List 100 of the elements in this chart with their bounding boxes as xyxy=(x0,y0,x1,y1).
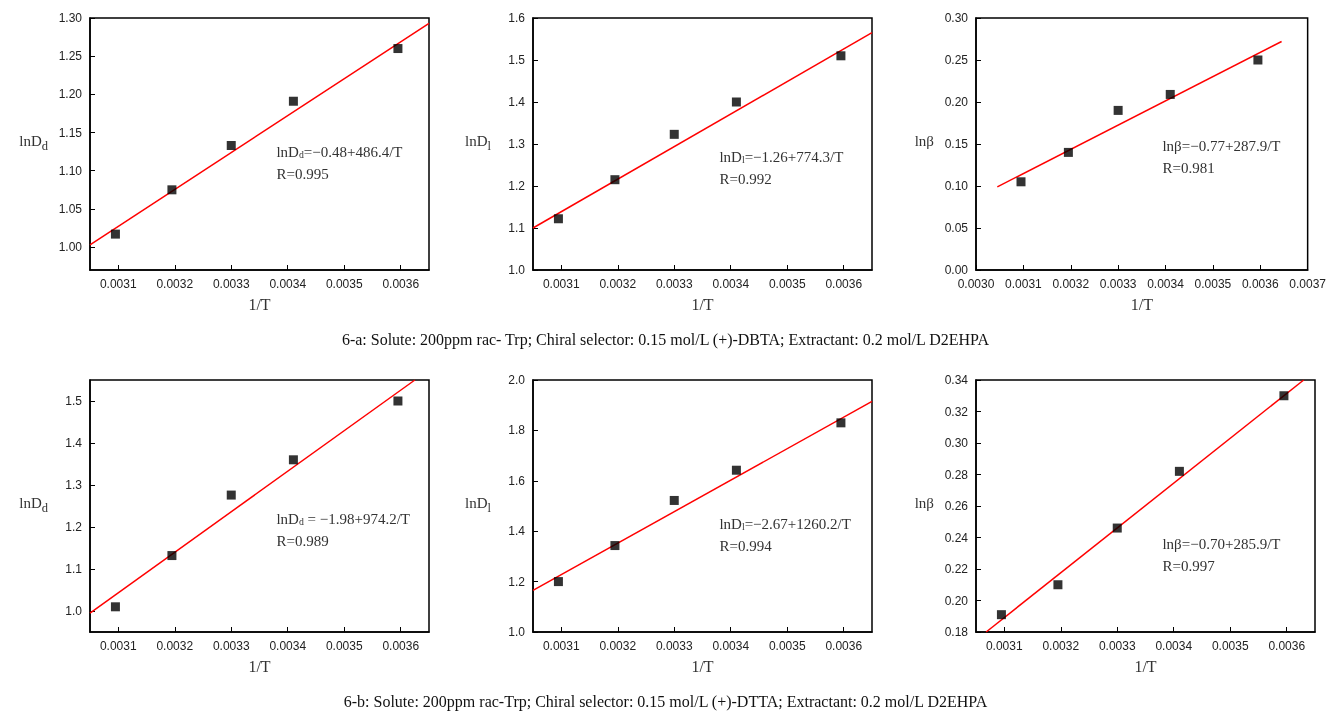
point xyxy=(1063,147,1073,157)
point xyxy=(553,214,563,224)
annotation: R=0.994 xyxy=(719,537,773,554)
y-tick-label: 1.8 xyxy=(508,423,526,438)
x-tick-label: 0.0036 xyxy=(825,639,863,653)
x-tick-label: 0.0035 xyxy=(325,277,363,291)
point xyxy=(110,229,120,239)
y-axis-title: lnβ xyxy=(914,495,934,512)
y-tick-label: 1.0 xyxy=(508,625,526,639)
y-axis-title: lnβ xyxy=(914,133,934,150)
x-tick-label: 0.0030 xyxy=(957,277,995,291)
x-tick-label: 0.0036 xyxy=(382,277,420,291)
y-tick-label: 0.30 xyxy=(944,436,969,450)
x-tick-label: 0.0037 xyxy=(1289,277,1327,291)
x-axis-title: 1/T xyxy=(691,295,714,313)
x-tick-label: 0.0036 xyxy=(1241,277,1279,291)
y-tick-label: 1.30 xyxy=(58,11,83,25)
y-axis-title: lnD$_{d}$ xyxy=(19,495,48,516)
x-axis-title: 1/T xyxy=(691,657,714,675)
x-axis-title: 1/T xyxy=(248,657,271,675)
point xyxy=(1053,580,1063,590)
point xyxy=(226,490,236,500)
y-tick-label: 0.15 xyxy=(944,137,969,151)
y-tick-label: 1.5 xyxy=(65,394,83,408)
y-tick-label: 1.3 xyxy=(65,478,83,492)
y-tick-label: 1.5 xyxy=(508,53,526,67)
annotation: R=0.997 xyxy=(1162,557,1216,574)
x-axis-title: 1/T xyxy=(1130,295,1154,313)
y-tick-label: 1.25 xyxy=(58,49,83,64)
y-tick-label: 0.32 xyxy=(944,404,969,419)
point xyxy=(553,577,563,587)
point xyxy=(110,602,120,612)
y-tick-label: 1.2 xyxy=(65,520,83,534)
point xyxy=(288,96,298,106)
y-tick-label: 0.25 xyxy=(944,53,969,67)
y-tick-label: 0.30 xyxy=(944,11,969,25)
point xyxy=(393,396,403,406)
annotation: R=0.992 xyxy=(719,170,772,187)
x-tick-label: 0.0032 xyxy=(1052,277,1090,291)
annotation: R=0.995 xyxy=(276,165,329,182)
y-axis-title: lnD$_{l}$ xyxy=(465,495,491,516)
y-tick-label: 0.10 xyxy=(944,179,969,193)
point xyxy=(1253,55,1263,65)
x-tick-label: 0.0033 xyxy=(1099,277,1137,291)
x-tick-label: 0.0034 xyxy=(712,277,750,291)
y-tick-label: 0.28 xyxy=(944,467,969,482)
point xyxy=(610,541,620,551)
point xyxy=(669,495,679,505)
x-tick-label: 0.0032 xyxy=(1042,639,1080,653)
point xyxy=(996,610,1006,620)
x-tick-label: 0.0031 xyxy=(985,639,1023,653)
y-tick-label: 0.05 xyxy=(944,221,969,235)
y-tick-label: 1.1 xyxy=(508,221,526,235)
y-tick-label: 1.2 xyxy=(508,574,526,589)
point xyxy=(226,141,236,151)
x-tick-label: 0.0031 xyxy=(99,639,137,653)
x-tick-label: 0.0034 xyxy=(1147,277,1185,291)
x-tick-label: 0.0032 xyxy=(599,639,637,653)
y-tick-label: 0.24 xyxy=(944,530,969,545)
point xyxy=(1279,391,1289,401)
x-tick-label: 0.0033 xyxy=(655,639,693,653)
y-tick-label: 2.0 xyxy=(508,373,526,387)
x-tick-label: 0.0034 xyxy=(269,639,307,653)
y-tick-label: 0.20 xyxy=(944,593,969,608)
y-tick-label: 0.00 xyxy=(944,263,969,277)
x-tick-label: 0.0035 xyxy=(325,639,363,653)
x-tick-label: 0.0033 xyxy=(655,277,693,291)
x-tick-label: 0.0032 xyxy=(599,277,637,291)
y-tick-label: 1.10 xyxy=(58,163,83,178)
x-tick-label: 0.0031 xyxy=(542,639,580,653)
y-tick-label: 1.20 xyxy=(58,87,83,102)
point xyxy=(1174,466,1184,476)
point xyxy=(288,455,298,465)
point xyxy=(836,418,846,428)
y-tick-label: 1.6 xyxy=(508,473,526,488)
y-tick-label: 1.0 xyxy=(65,604,83,618)
x-tick-label: 0.0035 xyxy=(768,639,806,653)
y-tick-label: 1.0 xyxy=(508,263,526,277)
point xyxy=(836,51,846,61)
y-tick-label: 0.26 xyxy=(944,499,969,513)
y-tick-label: 1.05 xyxy=(58,201,83,216)
annotation: R=0.981 xyxy=(1162,160,1215,177)
point xyxy=(393,44,403,54)
point xyxy=(1165,89,1175,99)
y-tick-label: 1.15 xyxy=(58,125,83,140)
x-tick-label: 0.0034 xyxy=(712,639,750,653)
point xyxy=(669,129,679,139)
point xyxy=(167,551,177,561)
y-axis-title: lnD$_{d}$ xyxy=(19,133,48,154)
x-tick-label: 0.0036 xyxy=(825,277,863,291)
x-tick-label: 0.0031 xyxy=(542,277,580,291)
y-tick-label: 1.3 xyxy=(508,137,526,151)
x-tick-label: 0.0036 xyxy=(1268,639,1306,653)
point xyxy=(1016,177,1026,187)
y-tick-label: 0.34 xyxy=(944,373,969,387)
x-tick-label: 0.0035 xyxy=(1211,639,1249,653)
annotation: lnβ=−0.77+287.9/T xyxy=(1162,138,1281,155)
x-tick-label: 0.0031 xyxy=(99,277,137,291)
point xyxy=(167,185,177,195)
x-tick-label: 0.0035 xyxy=(768,277,806,291)
